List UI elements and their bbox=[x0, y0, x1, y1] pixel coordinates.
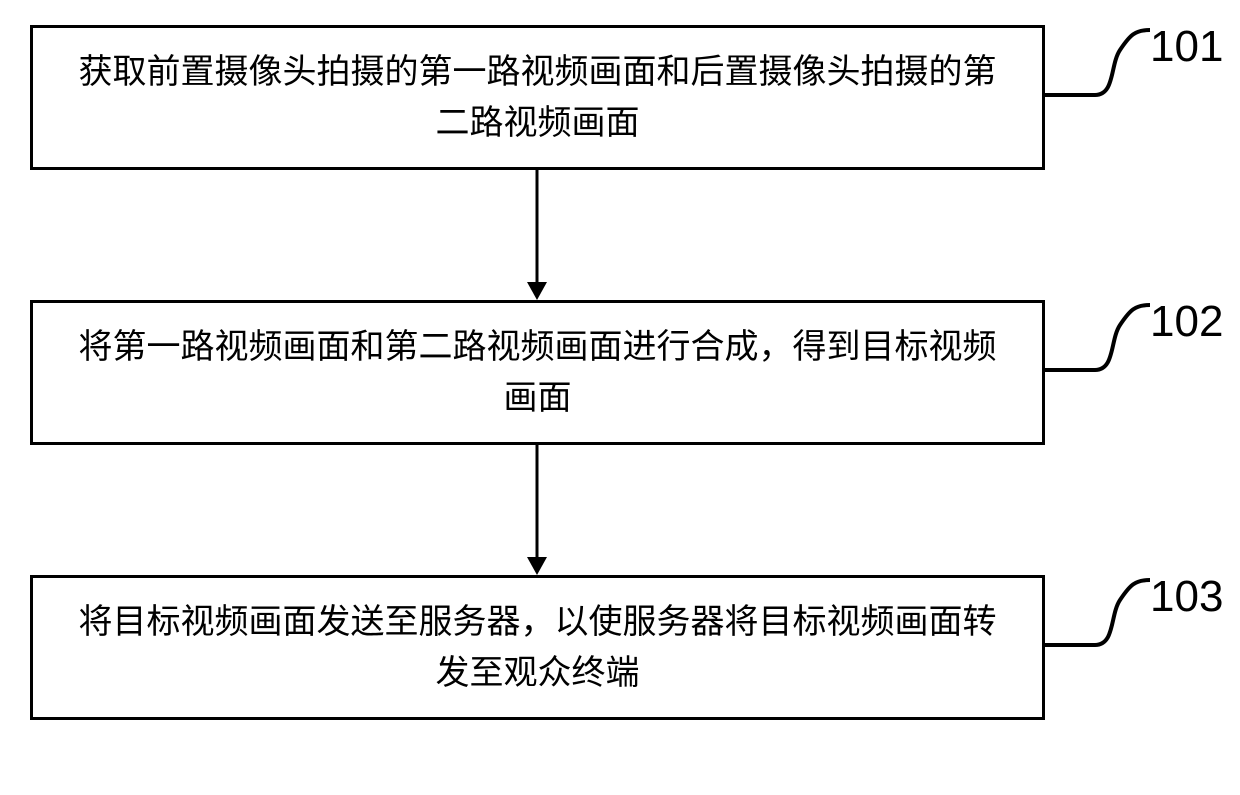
step-label-text-1: 101 bbox=[1150, 22, 1223, 71]
step-text-1: 获取前置摄像头拍摄的第一路视频画面和后置摄像头拍摄的第二路视频画面 bbox=[63, 47, 1012, 149]
step-box-3: 将目标视频画面发送至服务器，以使服务器将目标视频画面转发至观众终端 bbox=[30, 575, 1045, 720]
arrow-head-2 bbox=[527, 557, 547, 575]
step-label-2: 102 bbox=[1150, 297, 1223, 347]
step-label-text-3: 103 bbox=[1150, 572, 1223, 621]
step-label-text-2: 102 bbox=[1150, 297, 1223, 346]
connector-path-1 bbox=[1045, 30, 1150, 95]
connector-path-2 bbox=[1045, 305, 1150, 370]
connector-path-3 bbox=[1045, 580, 1150, 645]
step-box-1: 获取前置摄像头拍摄的第一路视频画面和后置摄像头拍摄的第二路视频画面 bbox=[30, 25, 1045, 170]
step-text-3: 将目标视频画面发送至服务器，以使服务器将目标视频画面转发至观众终端 bbox=[63, 597, 1012, 699]
step-box-2: 将第一路视频画面和第二路视频画面进行合成，得到目标视频画面 bbox=[30, 300, 1045, 445]
step-label-1: 101 bbox=[1150, 22, 1223, 72]
flowchart-canvas: 获取前置摄像头拍摄的第一路视频画面和后置摄像头拍摄的第二路视频画面 101 将第… bbox=[0, 0, 1240, 795]
step-label-3: 103 bbox=[1150, 572, 1223, 622]
step-text-2: 将第一路视频画面和第二路视频画面进行合成，得到目标视频画面 bbox=[63, 322, 1012, 424]
arrow-head-1 bbox=[527, 282, 547, 300]
